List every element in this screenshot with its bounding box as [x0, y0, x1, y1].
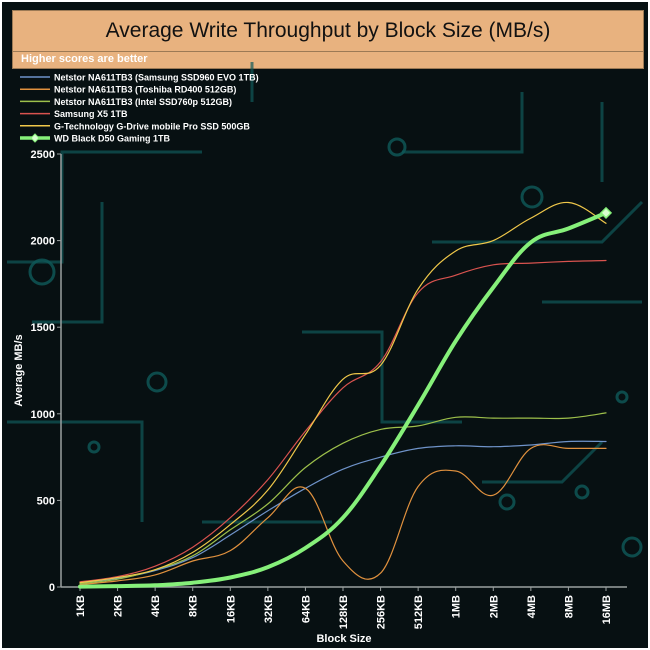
series-line-4: [79, 201, 607, 584]
circuit-node: [87, 440, 101, 454]
chart-title: Average Write Throughput by Block Size (…: [105, 19, 551, 42]
x-tick-label: 256KB: [376, 595, 388, 629]
legend-marker: [30, 133, 40, 143]
subtitle-banner: Higher scores are better: [12, 51, 644, 69]
y-tick-label: 2000: [31, 236, 55, 248]
circuit-node: [615, 390, 629, 404]
legend-label: Netstor NA611TB3 (Intel SSD760p 512GB): [54, 97, 232, 107]
series-line-1: [79, 444, 607, 586]
x-tick-label: 4MB: [526, 595, 538, 618]
circuit-trace: [482, 440, 604, 484]
x-tick-label: 64KB: [300, 595, 312, 623]
x-tick-label: 128KB: [338, 595, 350, 629]
legend-label: Netstor NA611TB3 (Toshiba RD400 512GB): [54, 85, 236, 95]
x-tick-label: 2KB: [113, 595, 125, 617]
title-banner: Average Write Throughput by Block Size (…: [12, 10, 644, 52]
circuit-node: [146, 371, 168, 393]
y-tick-label: 500: [37, 495, 55, 507]
series-end-marker: [599, 206, 613, 219]
x-tick-label: 8KB: [188, 595, 200, 617]
legend-label: G-Technology G-Drive mobile Pro SSD 500G…: [54, 121, 250, 131]
circuit-node: [574, 484, 590, 500]
y-tick-label: 0: [49, 582, 55, 594]
series-line-3: [79, 259, 607, 583]
x-tick-label: 8MB: [563, 595, 575, 618]
legend-label: WD Black D50 Gaming 1TB: [54, 134, 171, 144]
series-line-2: [79, 412, 607, 585]
circuit-node: [520, 185, 544, 209]
circuit-trace: [302, 330, 462, 424]
legend-label: Netstor NA611TB3 (Samsung SSD960 EVO 1TB…: [54, 73, 259, 83]
legend-label: Samsung X5 1TB: [54, 109, 128, 119]
circuit-node: [498, 493, 516, 511]
x-axis-label: Block Size: [316, 633, 371, 645]
circuit-trace: [32, 202, 104, 324]
y-tick-label: 2500: [31, 149, 55, 161]
x-tick-label: 1KB: [75, 595, 87, 617]
series-line-0: [79, 440, 607, 584]
y-axis-label: Average MB/s: [13, 334, 25, 406]
circuit-node: [28, 258, 56, 286]
circuit-trace: [7, 420, 144, 522]
y-tick-label: 1500: [31, 322, 55, 334]
y-tick-label: 1000: [31, 409, 55, 421]
series-line-5: [78, 210, 608, 589]
chart-subtitle: Higher scores are better: [21, 53, 148, 65]
x-tick-label: 1MB: [451, 595, 463, 618]
circuit-trace: [402, 92, 524, 154]
x-tick-label: 4KB: [150, 595, 162, 617]
x-tick-label: 16MB: [601, 595, 613, 624]
x-tick-label: 32KB: [263, 595, 275, 623]
circuit-node: [387, 137, 407, 157]
x-tick-label: 512KB: [413, 595, 425, 629]
x-tick-label: 2MB: [488, 595, 500, 618]
x-tick-label: 16KB: [225, 595, 237, 623]
circuit-node: [621, 536, 643, 558]
